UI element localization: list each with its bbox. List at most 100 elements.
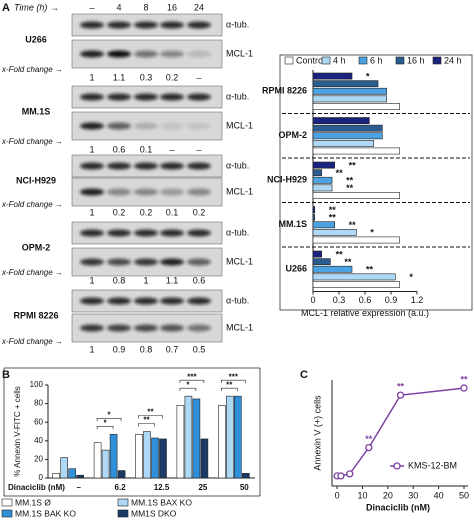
- fold-value: –: [196, 144, 201, 154]
- bar: [312, 147, 400, 155]
- fold-value: 1.1: [166, 275, 179, 285]
- x-tick-label: 30: [408, 490, 418, 500]
- bar: [242, 473, 250, 479]
- loading-label: α-tub.: [226, 227, 249, 237]
- x-tick-label: 6.2: [115, 483, 127, 492]
- blot-band: [160, 21, 184, 29]
- blot-band: [80, 122, 104, 130]
- bar: [101, 449, 110, 479]
- x-tick-label: 12.5: [154, 483, 170, 492]
- bar: [312, 72, 353, 80]
- fold-value: –: [169, 144, 174, 154]
- blot-band: [134, 258, 158, 266]
- blot-band: [160, 258, 184, 266]
- bracket: [179, 387, 197, 392]
- significance: **: [349, 160, 357, 170]
- blot-band: [134, 93, 158, 101]
- y-axis-label: % Annexin V-FITC + cells: [13, 386, 22, 476]
- blot-band: [160, 297, 184, 305]
- point: [396, 391, 405, 399]
- bar: [312, 124, 383, 132]
- bar: [226, 395, 234, 479]
- bar: [192, 398, 201, 479]
- cell-line-name: RPMI 8226: [13, 310, 58, 320]
- fold-label: x-Fold change →: [1, 337, 63, 346]
- blot-band: [107, 258, 131, 266]
- bracket: [96, 425, 114, 430]
- fold-value: 1: [89, 144, 94, 154]
- blot-band: [80, 188, 104, 196]
- category-label: OPM-2: [278, 130, 307, 140]
- fold-value: 0.8: [140, 344, 153, 354]
- blot-band: [187, 188, 211, 196]
- blot-band: [107, 122, 131, 130]
- bar: [159, 438, 167, 479]
- panel-frame: [279, 54, 473, 311]
- significance: **: [147, 408, 154, 417]
- x-tick-label: 0: [310, 295, 315, 305]
- significance: ***: [187, 372, 197, 381]
- category-label: MM.1S: [278, 219, 307, 229]
- fold-value: 1: [143, 275, 148, 285]
- significance: *: [186, 380, 190, 389]
- blot-band: [134, 188, 158, 196]
- y-tick-label: 20: [34, 455, 43, 464]
- blot-band: [80, 21, 104, 29]
- blot-band: [187, 21, 211, 29]
- legend-label: 24 h: [444, 55, 462, 65]
- bar: [312, 281, 400, 288]
- bar: [312, 103, 400, 110]
- x-tick-label: 0.6: [359, 295, 372, 305]
- blot-band: [134, 229, 158, 237]
- legend-swatch: [1, 498, 13, 507]
- blot-band: [160, 324, 184, 332]
- blot-band: [80, 324, 104, 332]
- significance: *: [108, 410, 112, 419]
- fold-value: 0.5: [193, 344, 206, 354]
- bar: [200, 438, 209, 479]
- bar: [312, 192, 400, 199]
- x-tick-label: 10: [357, 490, 367, 500]
- loading-label: α-tub.: [226, 295, 249, 305]
- bar: [117, 470, 126, 479]
- fold-value: 0.1: [140, 144, 153, 154]
- bracket: [221, 387, 238, 392]
- panel-frame: [3, 367, 261, 497]
- y-tick-label: 100: [30, 380, 44, 389]
- blot-band: [107, 162, 131, 170]
- y-tick-label: 60: [34, 417, 43, 426]
- loading-label: α-tub.: [226, 19, 249, 29]
- bar: [184, 395, 193, 479]
- significance: **: [336, 249, 344, 259]
- blot-band: [107, 50, 131, 58]
- bar: [312, 236, 400, 244]
- cell-line-name: U266: [25, 34, 47, 44]
- fold-value: 0.8: [113, 275, 126, 285]
- point: [460, 384, 468, 392]
- bar: [312, 250, 322, 258]
- target-label: MCL-1: [226, 256, 253, 266]
- bar: [93, 442, 102, 479]
- legend-label: 4 h: [333, 55, 346, 65]
- significance: ***: [229, 372, 239, 381]
- blot-band: [107, 93, 131, 101]
- blot-band: [160, 122, 184, 130]
- fold-label: x-Fold change →: [1, 65, 63, 74]
- cell-line-name: NCI-H929: [16, 175, 56, 185]
- significance: **: [366, 265, 374, 275]
- significance: *: [104, 418, 108, 427]
- x-tick-label: 0.3: [333, 295, 346, 305]
- fold-label: x-Fold change →: [1, 268, 63, 277]
- legend-swatch: [117, 498, 129, 507]
- blot-band: [80, 93, 104, 101]
- cell-line-name: OPM-2: [22, 242, 51, 252]
- legend-marker: [393, 462, 401, 470]
- legend-swatch: [284, 56, 294, 65]
- blot-band: [160, 93, 184, 101]
- blot-band: [134, 122, 158, 130]
- bar: [176, 405, 185, 479]
- significance: **: [143, 416, 150, 425]
- blot-band: [80, 258, 104, 266]
- panel-letter: A: [2, 2, 10, 14]
